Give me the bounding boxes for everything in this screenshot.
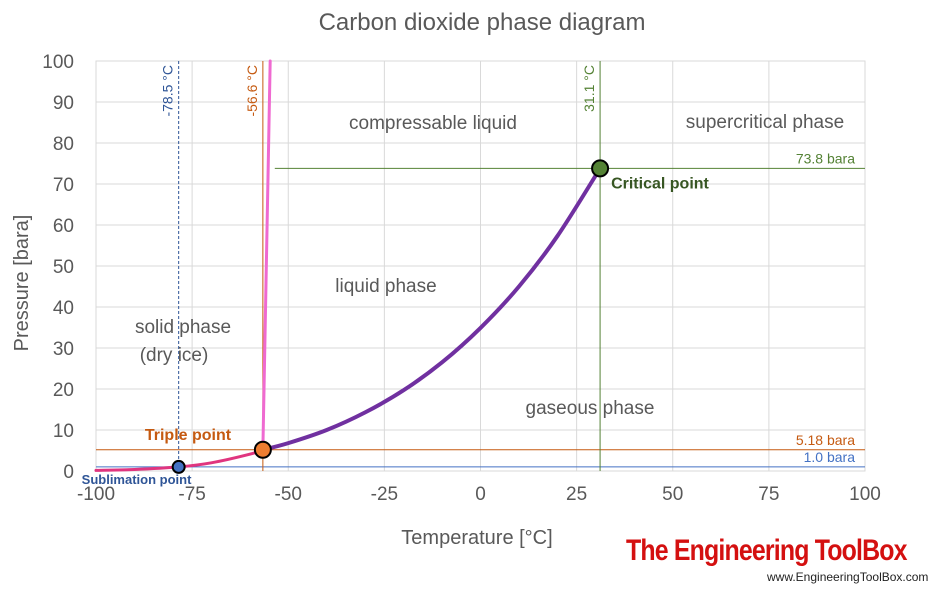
vaporization-curve [260,166,603,452]
tick-labels: -100 -75 -50 -25 0 25 50 75 100 0 10 20 30 40 50 60 70 80… [42,52,881,505]
special-points: Sublimation point Triple point Critical po… [82,159,710,487]
annotation-solid-phase: solid phase [135,317,231,338]
axes [95,60,866,472]
annotation-gaseous-phase: gaseous phase [526,398,655,419]
y-tick-label: 100 [42,52,74,73]
y-tick-label: 90 [53,93,74,114]
y-axis-label: Pressure [bara] [11,215,33,352]
y-tick-label: 50 [53,257,74,278]
brand-logo: The Engineering ToolBox [626,534,907,567]
critical-point-marker [591,159,610,178]
x-tick-label: 50 [662,484,683,505]
y-tick-label: 80 [53,134,74,155]
x-tick-label: -75 [178,484,205,505]
x-tick-label: -100 [77,484,115,505]
annotation-compressable-liquid: compressable liquid [349,113,517,134]
reference-label-x: -78.5 °C [160,65,176,117]
annotation-dry-ice: (dry ice) [140,345,209,366]
reference-label-x: 31.1 °C [581,65,597,112]
critical-point-label: Critical point [611,175,709,192]
chart-title: Carbon dioxide phase diagram [319,9,646,36]
x-axis-label: Temperature [°C] [401,527,552,549]
x-tick-label: 0 [475,484,486,505]
sublimation-curve [94,448,265,472]
sublimation-point-marker [171,459,186,474]
reference-label-x: -56.6 °C [244,65,260,117]
y-tick-label: 60 [53,216,74,237]
y-tick-label: 70 [53,175,74,196]
annotation-supercritical-phase: supercritical phase [686,112,844,133]
x-tick-label: 100 [849,484,881,505]
gridlines [95,60,866,472]
y-tick-label: 0 [63,462,74,483]
x-tick-label: 25 [566,484,587,505]
x-tick-label: 75 [758,484,779,505]
phase-curves [94,59,603,472]
y-tick-label: 20 [53,380,74,401]
reference-label-y: 1.0 bara [804,449,856,465]
region-labels: compressable liquid supercritical phase … [135,112,844,419]
y-tick-label: 10 [53,421,74,442]
triple-point-label: Triple point [145,427,232,444]
sublimation-point-label: Sublimation point [82,472,192,487]
reference-label-y: 5.18 bara [796,432,855,448]
y-tick-label: 40 [53,298,74,319]
reference-label-y: 73.8 bara [796,150,855,166]
annotation-liquid-phase: liquid phase [335,276,436,297]
x-tick-label: -50 [275,484,302,505]
brand-url: www.EngineeringToolBox.com [767,570,929,584]
triple-point-marker [253,440,272,459]
plot-area-border [95,60,866,472]
x-tick-label: -25 [371,484,398,505]
y-tick-label: 30 [53,339,74,360]
melting-curve [261,59,272,452]
